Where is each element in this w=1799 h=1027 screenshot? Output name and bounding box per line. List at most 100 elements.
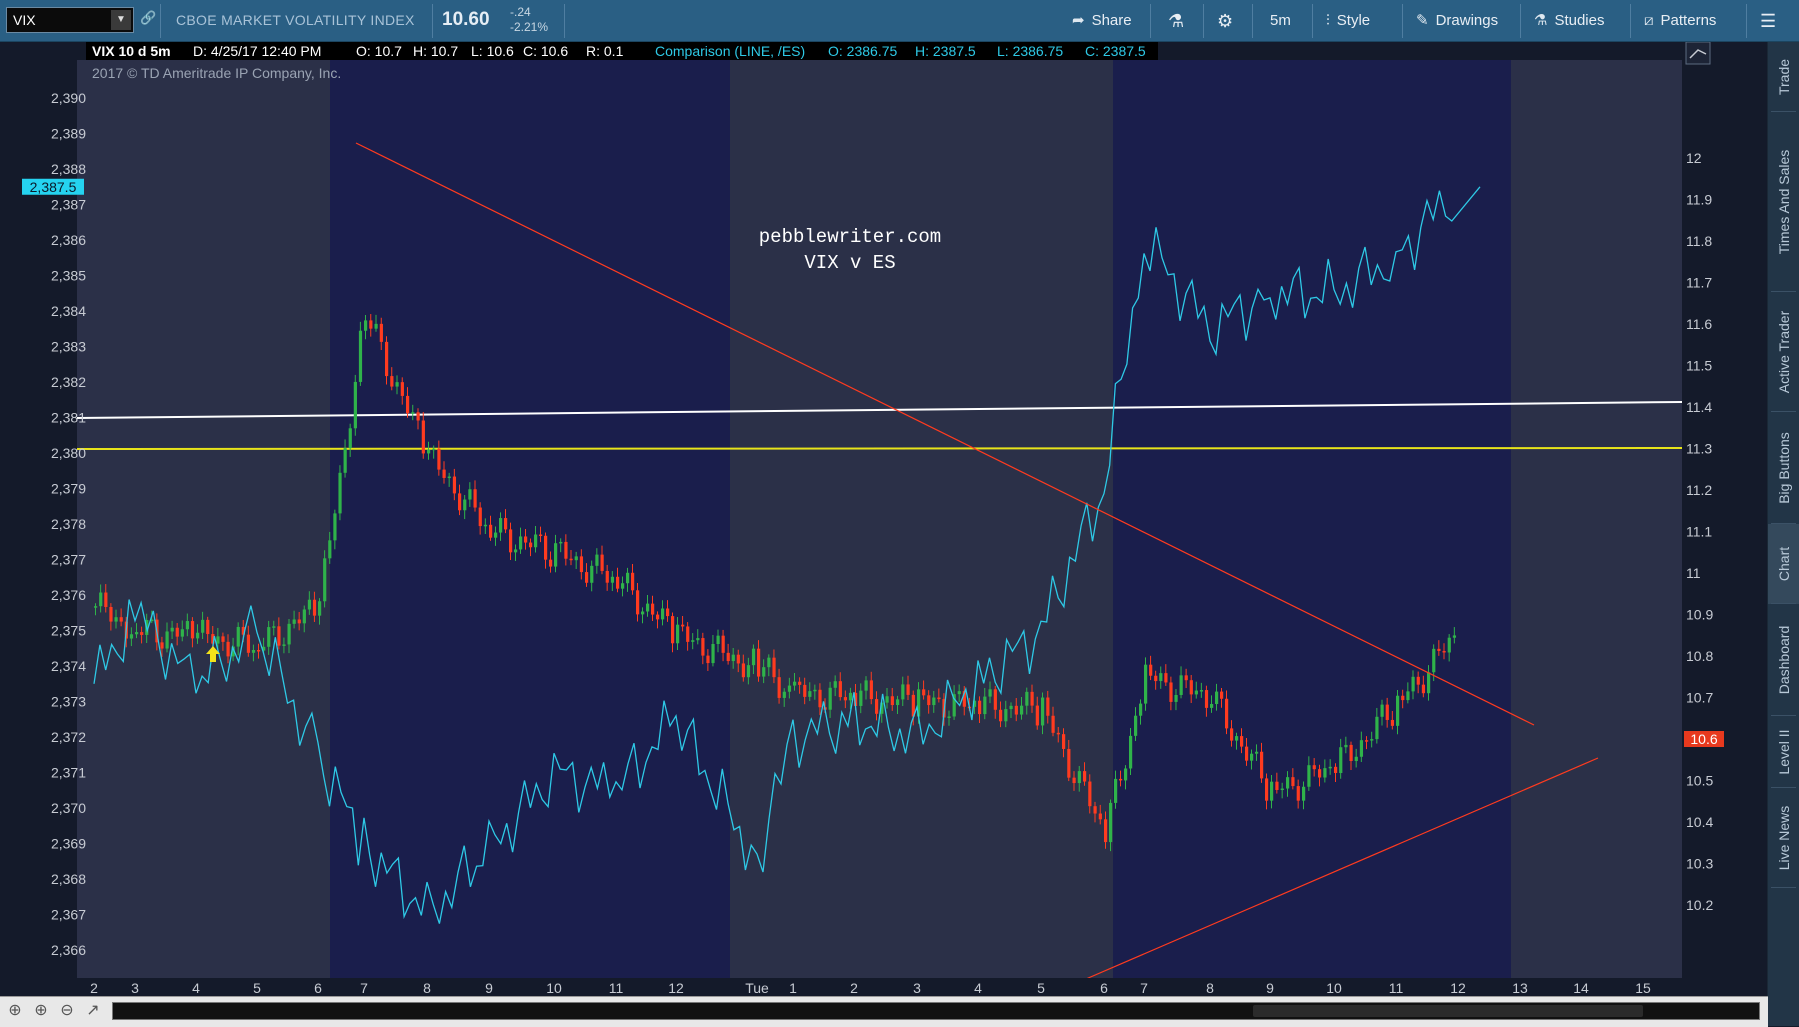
- candle-body: [1025, 691, 1029, 706]
- candle-body: [1210, 704, 1214, 708]
- studies-button[interactable]: ⚗ Studies: [1534, 8, 1605, 34]
- scrollbar-thumb[interactable]: [1253, 1005, 1643, 1017]
- timeframe-button[interactable]: 5m: [1270, 8, 1291, 34]
- candle-body: [1159, 673, 1163, 682]
- candle-body: [421, 420, 425, 454]
- candle-body: [1370, 739, 1374, 741]
- candle-body: [312, 599, 317, 616]
- candle-body: [353, 381, 357, 429]
- share-button[interactable]: ➦ Share: [1072, 8, 1132, 34]
- sidebar-tab-big-buttons[interactable]: Big Buttons: [1768, 412, 1799, 524]
- candle-body: [246, 634, 251, 653]
- sidebar-tab-label: Times And Sales: [1775, 149, 1792, 255]
- candle-body: [343, 448, 347, 473]
- candle-body: [251, 649, 256, 653]
- sidebar-tab-dashboard[interactable]: Dashboard: [1768, 604, 1799, 716]
- candle-body: [1354, 756, 1358, 762]
- candle-body: [787, 685, 792, 692]
- drawings-button[interactable]: ✎ Drawings: [1416, 8, 1498, 34]
- pan-icon[interactable]: ↗: [86, 1002, 100, 1019]
- right-axis-bg: [1682, 42, 1768, 996]
- chart-area[interactable]: 2,390 2,389 2,388 2,387 2,386 2,385 2,384 2,383…: [0, 42, 1768, 996]
- candle-body: [746, 665, 751, 678]
- watermark-line2: VIX v ES: [804, 252, 895, 274]
- style-button[interactable]: ⫶ Style: [1326, 8, 1370, 34]
- right-axis-tick: 11.9: [1686, 192, 1712, 208]
- candle-body: [226, 641, 230, 657]
- candle-body: [1296, 786, 1300, 801]
- candle-body: [716, 635, 720, 644]
- bottom-bar: ⊕ ⊕ ⊖ ↗: [0, 996, 1768, 1027]
- symbol-value[interactable]: VIX: [13, 12, 36, 28]
- candle-body: [1349, 744, 1353, 762]
- candle-body: [534, 534, 538, 548]
- session-band: [1511, 60, 1682, 978]
- candle-body: [489, 524, 493, 538]
- right-axis-tick: 11.8: [1686, 233, 1712, 249]
- link-icon[interactable]: 🔗: [140, 10, 157, 25]
- candle-body: [736, 654, 740, 664]
- gear-icon[interactable]: ⚙: [1217, 11, 1234, 31]
- candle-body: [978, 700, 982, 715]
- candle-body: [524, 536, 528, 543]
- candle-body: [1035, 705, 1039, 726]
- candle-body: [651, 603, 655, 615]
- sidebar-tab-chart[interactable]: Chart: [1768, 524, 1799, 604]
- menu-icon[interactable]: ☰: [1760, 11, 1777, 31]
- crosshair-icon[interactable]: ⊕: [8, 1002, 22, 1019]
- ascending-trendline: [1078, 757, 1599, 983]
- symbol-dropdown-icon[interactable]: ▼: [111, 10, 131, 30]
- right-axis-tick: 11: [1686, 565, 1701, 581]
- candle-body: [726, 652, 730, 662]
- yellow-up-arrow-icon: [206, 646, 220, 662]
- x-axis: 2 3 4 5 6 7 8 9 10 11 12 Tue 1 2 3 4 5 6 7 8 9 10 11 12 13 14 15: [0, 978, 1682, 996]
- candle-body: [626, 572, 630, 584]
- sidebar-tab-active-trader[interactable]: Active Trader: [1768, 292, 1799, 412]
- candle-body: [1109, 802, 1113, 843]
- x-axis-tick: 14: [1573, 980, 1589, 996]
- right-price-marker: 10.6: [1690, 731, 1717, 747]
- right-axis-tick: 10.3: [1686, 856, 1713, 872]
- candle-body: [1245, 746, 1249, 761]
- x-axis-tick: 11: [609, 980, 624, 996]
- x-axis-tick: 4: [974, 980, 982, 996]
- flask-icon[interactable]: ⚗: [1168, 11, 1185, 31]
- sidebar-tab-times-and-sales[interactable]: Times And Sales: [1768, 112, 1799, 292]
- zoom-out-icon[interactable]: ⊖: [60, 1002, 74, 1019]
- candle-body: [257, 649, 261, 652]
- symbol-input[interactable]: VIX ▼: [6, 7, 134, 33]
- candle-body: [1041, 697, 1045, 726]
- candle-body: [94, 606, 98, 608]
- candle-body: [170, 627, 174, 632]
- patterns-button[interactable]: ⧄ Patterns: [1644, 8, 1716, 34]
- left-axis-tick: 2,387: [51, 197, 86, 213]
- chart-header-field: O: 10.7: [356, 43, 402, 59]
- candle-body: [731, 654, 735, 662]
- x-axis-tick: 15: [1635, 980, 1651, 996]
- candle-body: [129, 634, 134, 639]
- candle-body: [1230, 728, 1234, 741]
- left-axis-tick: 2,368: [51, 871, 86, 887]
- sidebar-tab-level-ii[interactable]: Level II: [1768, 716, 1799, 788]
- zoom-in-icon[interactable]: ⊕: [34, 1002, 48, 1019]
- net-change-pct: -2.21%: [510, 20, 549, 34]
- net-change-value: -.24: [510, 5, 531, 19]
- candle-body: [885, 696, 889, 703]
- candle-body: [1432, 648, 1436, 673]
- net-change: -.24 -2.21%: [510, 5, 548, 35]
- watermark-line1: pebblewriter.com: [759, 226, 941, 248]
- candle-body: [782, 691, 786, 698]
- sidebar-tab-live-news[interactable]: Live News: [1768, 788, 1799, 888]
- candle-body: [1385, 704, 1389, 720]
- candle-body: [1334, 766, 1338, 774]
- candle-body: [1275, 781, 1279, 790]
- candle-body: [1437, 648, 1441, 651]
- left-axis-tick: 2,388: [51, 161, 86, 177]
- sidebar-tab-trade[interactable]: Trade: [1768, 42, 1799, 112]
- right-axis-tick: 11.6: [1686, 316, 1712, 332]
- price-chart[interactable]: 2,390 2,389 2,388 2,387 2,386 2,385 2,384 2,383…: [0, 42, 1768, 996]
- left-axis-tick: 2,389: [51, 126, 86, 142]
- sidebar-tab-label: Active Trader: [1775, 310, 1792, 394]
- candle-body: [999, 709, 1003, 722]
- horizontal-scrollbar[interactable]: [112, 1002, 1760, 1020]
